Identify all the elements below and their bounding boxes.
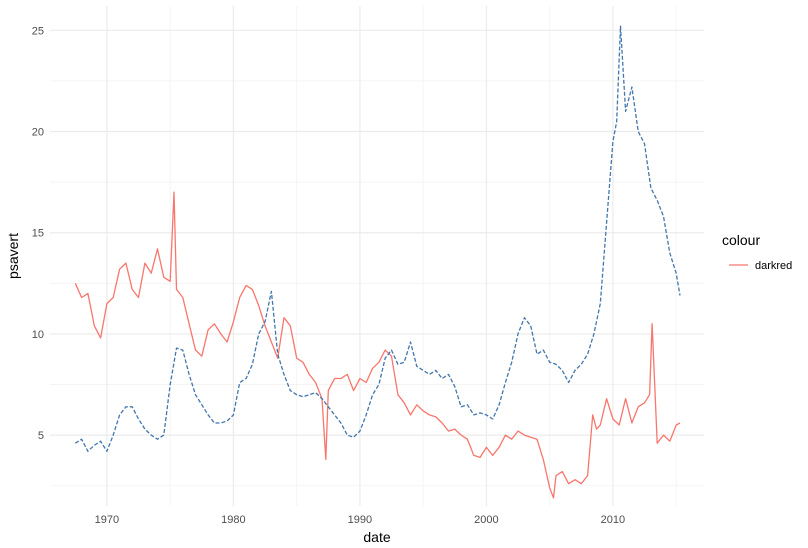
series-line-dashed [74,25,681,452]
y-tick-label: 10 [32,329,44,341]
x-tick-label: 2000 [474,514,498,526]
y-axis-ticks: 5 10 15 20 25 [32,25,44,442]
y-tick-label: 15 [32,228,44,240]
y-tick-label: 20 [32,127,44,139]
x-axis-ticks: 1970 1980 1990 2000 2010 [95,514,625,526]
legend-label-darkred: darkred [755,260,792,272]
y-tick-label: 25 [32,25,44,37]
x-tick-label: 2010 [601,514,625,526]
major-gridlines [50,6,704,506]
legend: colour darkred [722,232,792,272]
y-tick-label: 5 [38,430,44,442]
series-layer [74,25,681,499]
series-line-solid [74,191,681,499]
minor-gridlines [50,6,704,506]
y-axis-title: psavert [5,233,21,279]
legend-title: colour [722,232,760,248]
x-tick-label: 1980 [221,514,245,526]
x-tick-label: 1990 [348,514,372,526]
x-tick-label: 1970 [95,514,119,526]
x-axis-title: date [363,529,390,545]
